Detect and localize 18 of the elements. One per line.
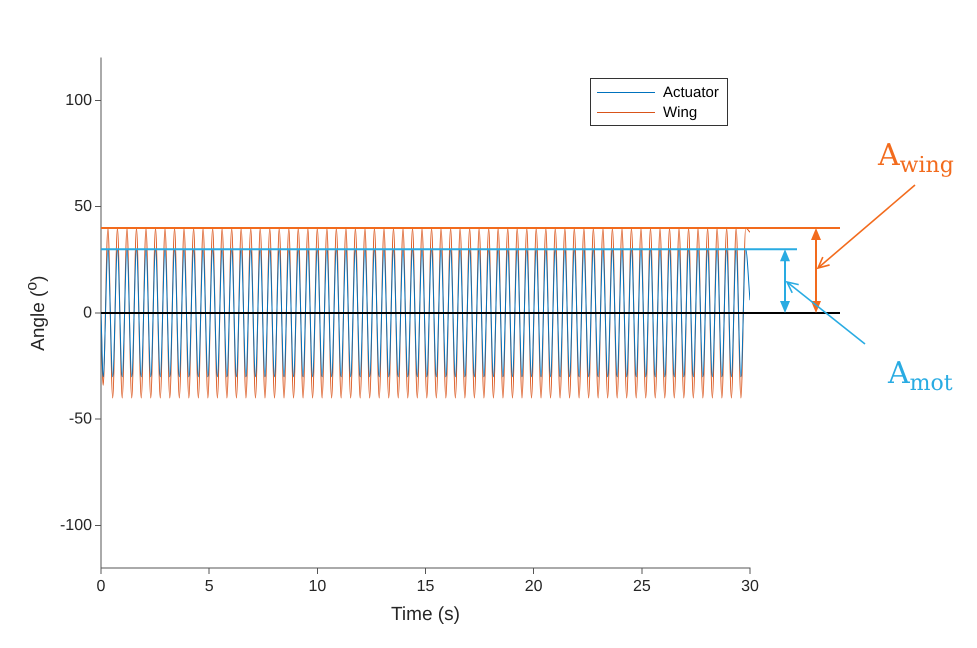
text: A$_{mot}$	[888, 356, 953, 396]
y-tick-label: 100	[65, 92, 92, 109]
x-tick-label: 10	[308, 578, 326, 596]
x-axis-title: Time (s)	[391, 604, 460, 626]
x-tick-label: 30	[741, 578, 759, 596]
legend-label: Wing	[663, 104, 698, 120]
x-tick-label: 15	[416, 578, 434, 596]
y-tick-label: 50	[74, 198, 92, 216]
x-tick-label: 25	[632, 578, 651, 596]
text: A$_{wing}$	[878, 138, 954, 178]
x-tick-label: 5	[204, 578, 214, 596]
y-tick-label: -100	[60, 516, 92, 534]
x-tick-label: 20	[524, 578, 543, 596]
legend-label: Actuator	[663, 84, 719, 100]
line-series	[101, 248, 750, 378]
x-tick-label: 0	[96, 578, 106, 596]
y-tick-label: -50	[68, 410, 92, 428]
y-tick-label: 0	[83, 304, 92, 322]
